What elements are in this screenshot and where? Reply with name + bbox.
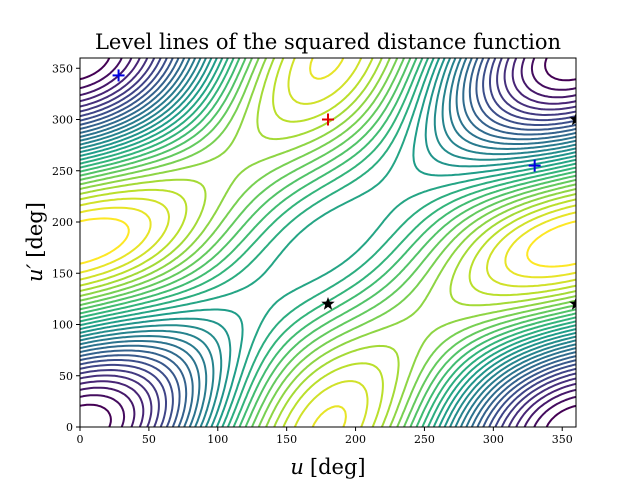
plus-marker bbox=[528, 159, 541, 172]
y-axis-ticks: 0 50 100 150 200 250 300 350 bbox=[52, 62, 80, 434]
contour-level-line bbox=[80, 58, 576, 427]
star-marker bbox=[569, 112, 576, 126]
contour-level-line bbox=[80, 58, 576, 427]
y-axis-label: u′ [deg] bbox=[23, 202, 47, 282]
contour-level-line bbox=[80, 58, 576, 427]
contour-level-line bbox=[80, 58, 576, 427]
y-tick-label: 350 bbox=[52, 62, 73, 75]
star-marker bbox=[569, 297, 576, 310]
y-tick-label: 200 bbox=[52, 216, 73, 229]
contour-level-line bbox=[80, 58, 576, 427]
x-tick-label: 150 bbox=[276, 433, 297, 446]
contour-level-line bbox=[80, 58, 576, 427]
y-tick-label: 250 bbox=[52, 165, 73, 178]
contour-level-line bbox=[80, 58, 576, 427]
x-tick-label: 200 bbox=[345, 433, 366, 446]
x-axis-label: u [deg] bbox=[290, 455, 365, 479]
y-tick-label: 100 bbox=[52, 319, 73, 332]
contour-lines bbox=[80, 58, 576, 427]
x-tick-label: 100 bbox=[207, 433, 228, 446]
contour-level-line bbox=[80, 217, 576, 268]
x-tick-label: 50 bbox=[142, 433, 156, 446]
y-axis-variable: u′ bbox=[23, 263, 47, 282]
contour-level-line bbox=[80, 58, 576, 427]
contour-level-line bbox=[80, 58, 576, 427]
contour-level-line bbox=[80, 58, 576, 427]
x-axis-ticks: 0 50 100 150 200 250 300 350 bbox=[77, 427, 573, 446]
chart-title: Level lines of the squared distance func… bbox=[95, 30, 561, 54]
contour-level-line bbox=[80, 58, 576, 427]
contour-level-line bbox=[80, 58, 576, 427]
y-axis-unit: [deg] bbox=[23, 202, 47, 258]
y-tick-label: 300 bbox=[52, 114, 73, 127]
critical-point-markers bbox=[112, 69, 576, 310]
contour-level-line bbox=[80, 58, 576, 427]
contour-level-line bbox=[80, 58, 576, 427]
contour-level-line bbox=[80, 58, 576, 427]
contour-level-line bbox=[80, 58, 576, 427]
x-axis-variable: u bbox=[290, 455, 304, 479]
star-marker bbox=[321, 297, 335, 310]
contour-level-line bbox=[80, 58, 576, 427]
plus-marker bbox=[112, 69, 125, 82]
y-tick-label: 0 bbox=[66, 421, 73, 434]
contour-level-line bbox=[80, 58, 576, 427]
plot-frame bbox=[79, 57, 577, 428]
contour-level-line bbox=[80, 58, 576, 427]
contour-level-line bbox=[80, 58, 576, 427]
y-tick-label: 150 bbox=[52, 267, 73, 280]
x-tick-label: 300 bbox=[483, 433, 504, 446]
x-tick-label: 250 bbox=[414, 433, 435, 446]
contour-level-line bbox=[80, 58, 576, 427]
contour-level-line bbox=[80, 58, 576, 427]
contour-level-line bbox=[80, 58, 576, 427]
plus-marker bbox=[322, 113, 334, 126]
contour-level-line bbox=[80, 58, 576, 427]
x-tick-label: 0 bbox=[77, 433, 84, 446]
contour-level-line bbox=[80, 58, 576, 427]
contour-level-line bbox=[80, 58, 576, 427]
x-axis-unit: [deg] bbox=[310, 455, 366, 479]
x-tick-label: 350 bbox=[552, 433, 573, 446]
y-tick-label: 50 bbox=[59, 370, 73, 383]
contour-level-line bbox=[80, 58, 576, 427]
contour-level-line bbox=[80, 58, 576, 427]
contour-level-line bbox=[80, 58, 576, 427]
